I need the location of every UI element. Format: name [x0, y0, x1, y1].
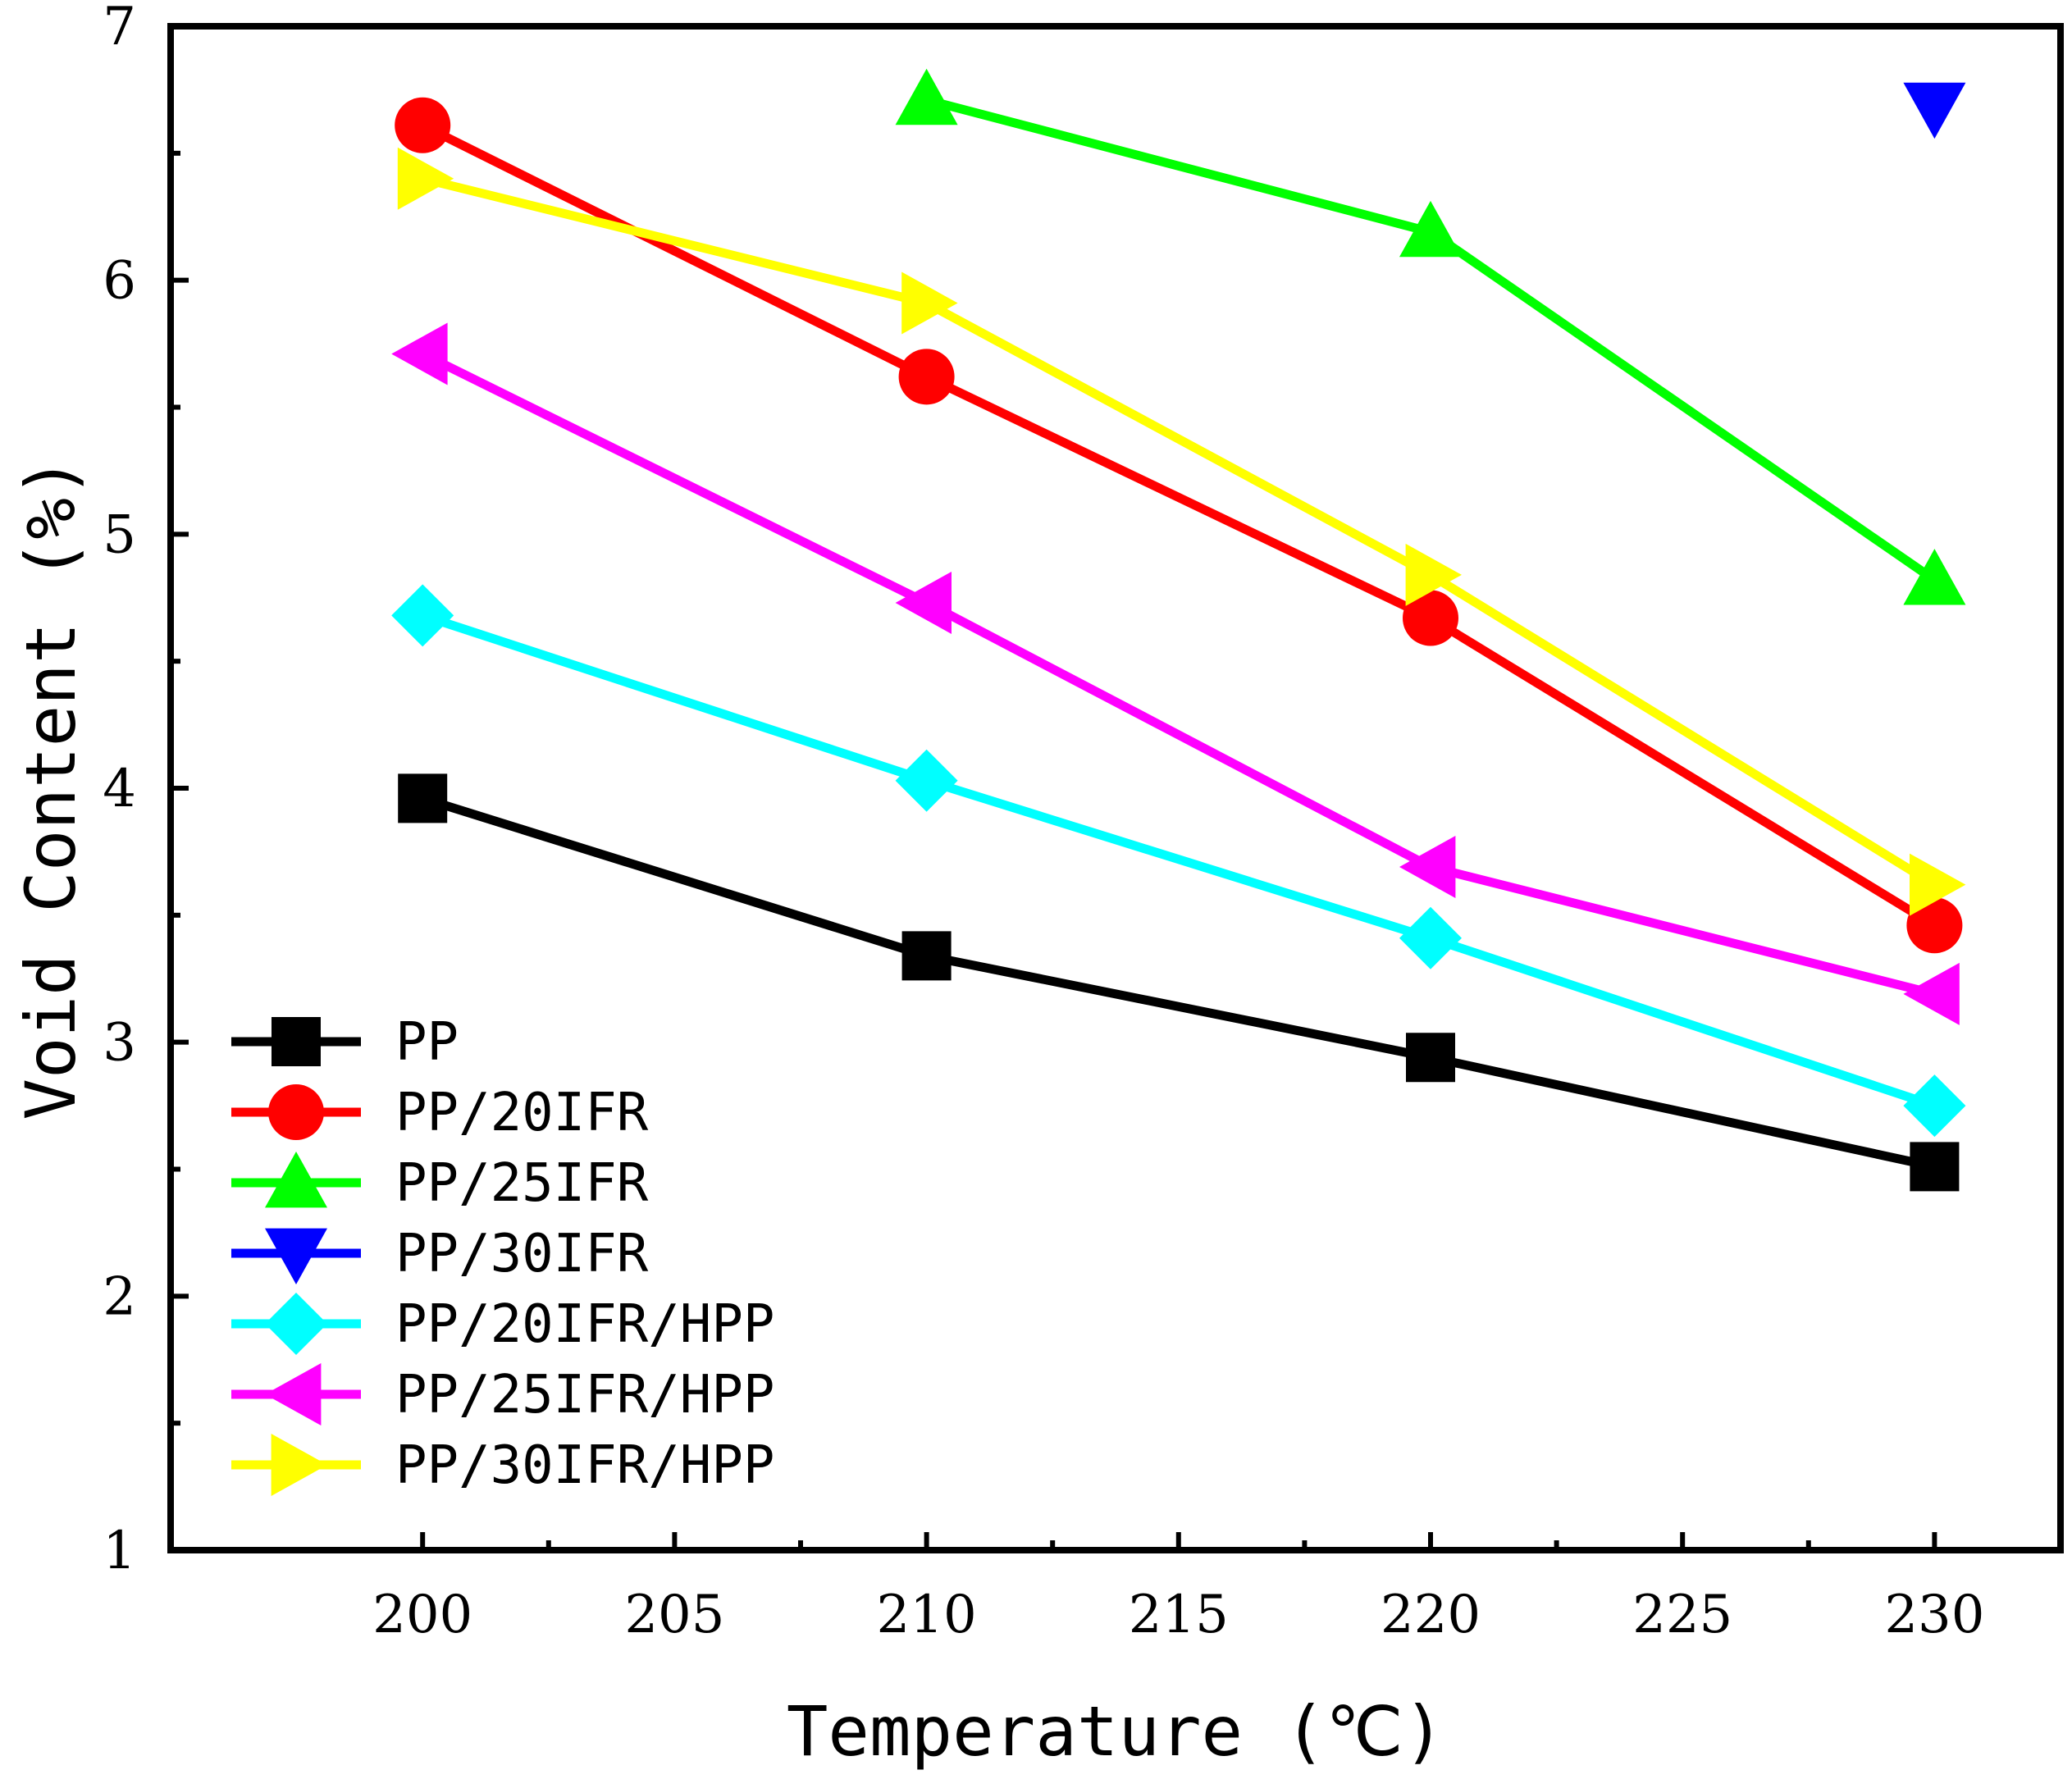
legend-item-pp-25ifr: PP/25IFR [231, 1152, 649, 1214]
legend-item-pp-30ifr-hpp: PP/30IFR/HPP [231, 1434, 774, 1496]
series-pp-25ifr-hpp [391, 322, 1960, 1025]
series-line-pp-20ifr [420, 121, 1937, 929]
legend-marker [265, 1363, 322, 1425]
series-line-pp-20ifr-hpp [421, 611, 1937, 1111]
data-point-pp-20ifr [395, 97, 451, 153]
data-point-pp-20ifr [1403, 590, 1458, 646]
legend-marker [265, 1228, 327, 1284]
series-line-pp-25ifr-hpp [420, 349, 1936, 999]
legend-label: PP/25IFR/HPP [395, 1365, 774, 1425]
x-tick-label: 225 [1632, 1585, 1732, 1645]
series-pp-20ifr-hpp [391, 584, 1966, 1138]
data-point-pp-30ifr-hpp [1910, 853, 1966, 916]
series-pp [398, 773, 1960, 1192]
series-line-pp-25ifr [925, 95, 1937, 584]
data-point-pp [1406, 1033, 1455, 1083]
legend-item-pp-20ifr: PP/20IFR [231, 1083, 649, 1143]
data-point-pp-25ifr-hpp [391, 322, 448, 385]
data-point-pp [398, 773, 448, 823]
series-line-pp-30ifr-hpp [421, 174, 1937, 889]
y-tick-label: 2 [103, 1266, 136, 1327]
data-point-pp-20ifr [898, 349, 955, 405]
x-tick-label: 200 [372, 1585, 472, 1645]
x-tick-label: 220 [1381, 1585, 1481, 1645]
data-point-pp-20ifr-hpp [895, 749, 958, 812]
x-axis-title: Temperature (℃) [787, 1691, 1444, 1772]
y-tick-label: 1 [103, 1521, 136, 1581]
y-tick-label: 5 [103, 504, 136, 565]
series-pp-30ifr-hpp [397, 147, 1966, 916]
series-line-pp [421, 794, 1936, 1171]
legend: PP PP/20IFR PP/25IFR PP/30IFR PP/20IFR/HPP PP… [231, 1012, 774, 1496]
data-point-pp-20ifr-hpp [1903, 1074, 1966, 1138]
data-point-pp-20ifr-hpp [1399, 906, 1462, 969]
data-point-pp [901, 931, 952, 981]
legend-label: PP/20IFR/HPP [395, 1294, 774, 1355]
legend-marker [272, 1017, 321, 1066]
legend-label: PP/30IFR/HPP [395, 1435, 774, 1496]
data-point-pp-30ifr [1903, 82, 1966, 139]
data-point-pp-30ifr-hpp [397, 147, 454, 210]
legend-marker [271, 1434, 327, 1496]
series-pp-25ifr [895, 68, 1966, 605]
legend-item-pp-20ifr-hpp: PP/20IFR/HPP [231, 1293, 774, 1355]
data-point-pp-20ifr-hpp [391, 584, 454, 647]
x-tick-label: 230 [1884, 1585, 1984, 1645]
data-point-pp-20ifr [1906, 897, 1963, 954]
data-point-pp-25ifr-hpp [1399, 835, 1456, 898]
y-tick-label: 7 [103, 0, 136, 57]
legend-item-pp-30ifr: PP/30IFR [231, 1224, 649, 1284]
y-tick-label: 6 [103, 251, 136, 312]
x-tick-label: 210 [877, 1585, 977, 1645]
data-point-pp-25ifr-hpp [1903, 962, 1960, 1025]
legend-item-pp-25ifr-hpp: PP/25IFR/HPP [231, 1363, 774, 1425]
legend-marker [268, 1084, 324, 1140]
legend-marker [265, 1293, 327, 1355]
legend-label: PP/30IFR [395, 1224, 649, 1284]
data-point-pp-25ifr [1903, 549, 1966, 605]
legend-marker [265, 1152, 327, 1208]
axes-ticks: 200 205 210 215 220 225 230 1 2 3 4 5 6 7 [103, 0, 1984, 1645]
data-point-pp-30ifr-hpp [901, 271, 958, 335]
y-tick-label: 3 [103, 1013, 136, 1074]
data-point-pp [1910, 1142, 1960, 1192]
y-axis-title: Void Content (%) [11, 456, 91, 1120]
x-tick-label: 205 [624, 1585, 724, 1645]
data-point-pp-25ifr [895, 68, 958, 125]
series-layer [391, 68, 1966, 1192]
data-point-pp-25ifr-hpp [895, 571, 952, 634]
data-point-pp-30ifr-hpp [1405, 543, 1462, 606]
series-pp-30ifr [1903, 82, 1966, 139]
legend-label: PP [395, 1012, 459, 1073]
data-point-pp-25ifr [1399, 200, 1462, 258]
y-tick-label: 4 [103, 759, 136, 819]
legend-item-pp: PP [231, 1012, 459, 1073]
series-pp-20ifr [395, 97, 1963, 954]
legend-label: PP/20IFR [395, 1083, 649, 1143]
legend-label: PP/25IFR [395, 1153, 649, 1214]
x-tick-label: 215 [1129, 1585, 1229, 1645]
